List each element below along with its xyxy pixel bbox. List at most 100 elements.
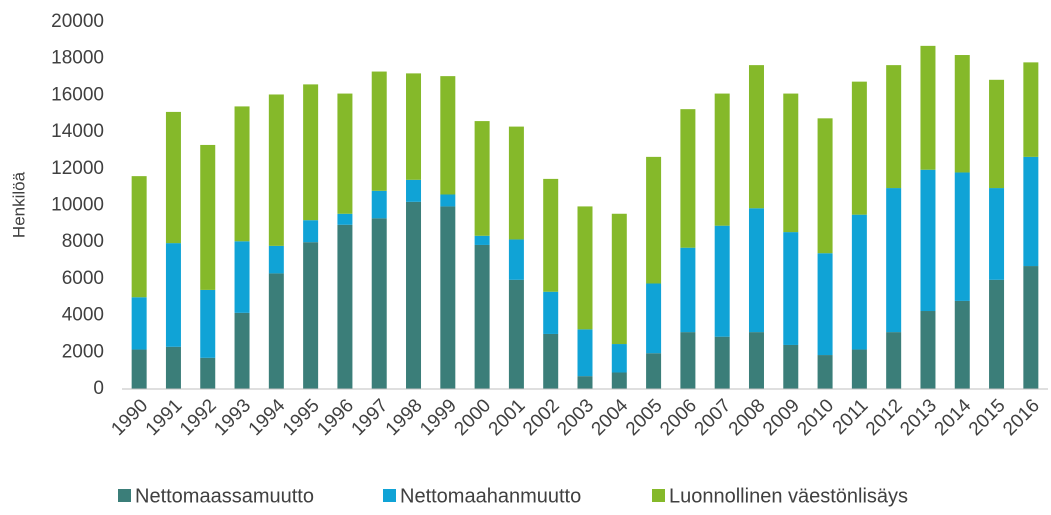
- bar-segment: [440, 194, 456, 207]
- bar-segment: [165, 346, 181, 389]
- x-tick-label: 2004: [588, 395, 633, 440]
- bar-segment: [577, 206, 593, 330]
- x-tick-label: 1990: [107, 395, 152, 440]
- bar-segment: [886, 332, 902, 389]
- bar-segment: [337, 93, 353, 214]
- y-tick-label: 20000: [51, 11, 104, 32]
- bar-segment: [611, 344, 627, 373]
- x-tick-label: 2013: [896, 395, 941, 440]
- bar-segment: [406, 179, 422, 202]
- bar-segment: [543, 291, 559, 334]
- bar-segment: [748, 65, 764, 209]
- bar-segment: [234, 241, 250, 313]
- x-tick-label: 2014: [931, 395, 976, 440]
- bar-segment: [303, 220, 319, 243]
- y-axis-label: Henkilöä: [9, 171, 28, 238]
- bar-segment: [234, 106, 250, 242]
- x-tick-label: 2012: [862, 395, 907, 440]
- bar-segment: [337, 224, 353, 389]
- y-tick-label: 14000: [51, 121, 104, 142]
- bar-segment: [131, 176, 147, 298]
- y-tick-label: 16000: [51, 84, 104, 105]
- bar-segment: [680, 332, 696, 389]
- x-tick-label: 1999: [416, 395, 461, 440]
- bar-segment: [508, 126, 524, 240]
- bar-segment: [268, 94, 284, 246]
- bar-segment: [817, 355, 833, 389]
- x-tick-label: 1997: [348, 395, 393, 440]
- legend-label: Nettomaahanmuutto: [400, 485, 581, 507]
- y-tick-label: 2000: [62, 341, 104, 362]
- x-tick-label: 2006: [656, 395, 701, 440]
- y-tick-label: 6000: [62, 268, 104, 289]
- bar-segment: [886, 65, 902, 189]
- bar-segment: [920, 311, 936, 389]
- bar-segment: [954, 300, 970, 389]
- bar-segment: [268, 273, 284, 389]
- bar-segment: [714, 225, 730, 337]
- y-tick-label: 18000: [51, 48, 104, 69]
- x-tick-label: 1995: [279, 395, 324, 440]
- x-tick-label: 2011: [829, 395, 873, 439]
- x-tick-label: 2015: [965, 395, 1010, 440]
- bar-segment: [783, 232, 799, 345]
- bar-segment: [474, 121, 490, 236]
- bar-segment: [268, 245, 284, 274]
- legend-swatch: [652, 489, 665, 502]
- bar-segment: [611, 213, 627, 345]
- bar-segment: [440, 76, 456, 195]
- bar-segment: [714, 336, 730, 389]
- bar-segment: [406, 201, 422, 389]
- bar-segment: [508, 279, 524, 389]
- x-tick-label: 2009: [759, 395, 804, 440]
- bar-segment: [783, 93, 799, 233]
- x-tick-label: 1992: [176, 395, 221, 440]
- x-tick-label: 2010: [793, 395, 838, 440]
- bar-segment: [1023, 62, 1039, 157]
- bar-segment: [851, 349, 867, 389]
- bar-segment: [817, 253, 833, 356]
- x-tick-label: 1991: [142, 395, 187, 440]
- bar-segment: [783, 344, 799, 389]
- y-tick-label: 10000: [51, 195, 104, 216]
- x-tick-label: 2005: [622, 395, 667, 440]
- bar-segment: [748, 332, 764, 389]
- bar-segment: [646, 283, 662, 354]
- bar-segment: [303, 242, 319, 389]
- bar-segment: [131, 297, 147, 350]
- x-tick-label: 1993: [210, 395, 255, 440]
- bar-segment: [543, 333, 559, 389]
- x-tick-label: 2007: [691, 395, 736, 440]
- bar-segment: [851, 81, 867, 215]
- bar-segment: [989, 188, 1005, 280]
- bar-segment: [646, 156, 662, 284]
- bar-segment: [440, 206, 456, 389]
- x-tick-label: 2002: [519, 395, 564, 440]
- bar-segment: [303, 84, 319, 221]
- bar-segment: [474, 244, 490, 389]
- bar-segment: [954, 55, 970, 173]
- bar-segment: [543, 178, 559, 292]
- bar-segment: [886, 188, 902, 333]
- bar-segment: [646, 353, 662, 389]
- bar-segment: [234, 312, 250, 389]
- y-tick-label: 8000: [62, 231, 104, 252]
- x-tick-label: 1998: [382, 395, 427, 440]
- x-tick-label: 2001: [485, 395, 530, 440]
- legend-label: Nettomaassamuutto: [135, 485, 314, 507]
- x-tick-label: 2008: [725, 395, 770, 440]
- bar-segment: [406, 73, 422, 180]
- bar-segment: [371, 218, 387, 389]
- bar-segment: [714, 93, 730, 226]
- bar-segment: [371, 190, 387, 219]
- bar-segment: [748, 208, 764, 333]
- y-tick-label: 0: [93, 378, 104, 399]
- bar-segment: [989, 279, 1005, 389]
- bar-segment: [200, 289, 216, 358]
- bar-segment: [1023, 266, 1039, 389]
- bar-segment: [680, 247, 696, 333]
- bar-segment: [200, 144, 216, 290]
- y-tick-label: 4000: [62, 305, 104, 326]
- x-tick-label: 2003: [553, 395, 598, 440]
- legend-swatch: [383, 489, 396, 502]
